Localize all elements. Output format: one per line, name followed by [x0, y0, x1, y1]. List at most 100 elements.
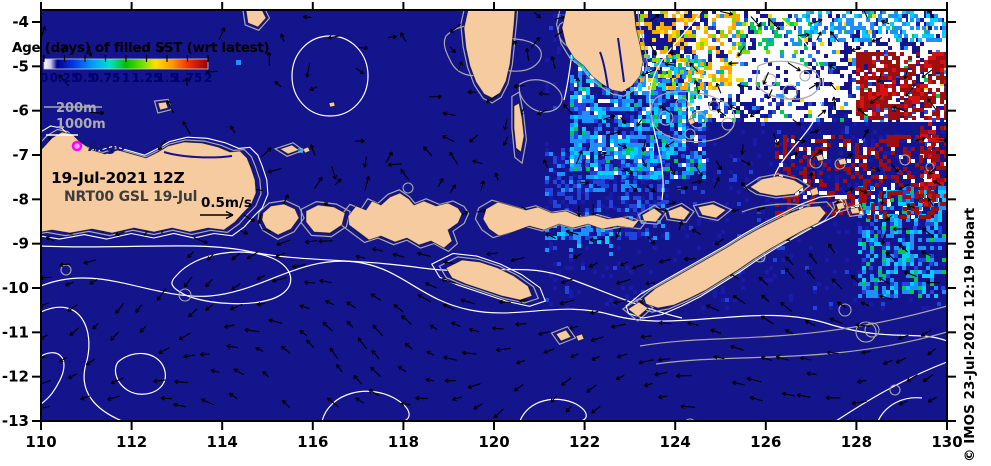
contour-200m-label: 200m	[56, 101, 97, 116]
contour-200m-coastal	[845, 203, 865, 217]
y-tick-label: -11	[2, 323, 29, 341]
island-bali	[261, 203, 300, 236]
y-tick-label: -8	[12, 190, 29, 208]
contour-200m-coastal	[636, 201, 835, 313]
island-plaut	[245, 10, 267, 28]
y-tick-label: -13	[2, 412, 29, 430]
island-leti	[849, 206, 861, 215]
colorbar-tick-label: 2	[204, 71, 212, 85]
contour-200m-coastal	[438, 256, 540, 304]
island-atauro	[809, 186, 820, 197]
x-axis-ticks	[40, 2, 948, 430]
argo-annotation: Argo	[71, 139, 126, 155]
colorbar-tick-label: 0	[40, 71, 48, 85]
argo-float-marker	[71, 140, 83, 152]
contour-200m-ring	[402, 182, 414, 194]
strait-channel	[617, 37, 625, 83]
x-tick-label: 114	[207, 433, 238, 451]
island-wakatobi	[687, 117, 696, 126]
contour-200m-coastal	[550, 325, 577, 346]
x-tick-label: 118	[388, 433, 419, 451]
sst-age-patches-dodger	[88, 10, 947, 298]
sst-age-patches-cyan	[553, 10, 947, 298]
y-tick-label: -5	[12, 57, 29, 75]
contour-200m	[650, 90, 736, 143]
datetime-label: 19-Jul-2021 12Z	[51, 169, 184, 187]
y-tick-label: -7	[12, 146, 29, 164]
island-flores	[482, 201, 642, 237]
contour-1000m-coastal	[625, 195, 846, 319]
sst-age-patches-white	[570, 10, 947, 219]
island-romang	[837, 157, 848, 166]
island-kangean2	[302, 146, 311, 154]
colorbar-tick-label: 0.25	[50, 71, 80, 85]
contour-200m-coastal	[511, 91, 528, 165]
contour-1000m	[835, 361, 947, 421]
y-axis-labels: -4 -5 -6 -7 -8 -9 -10 -11 -12 -13	[2, 13, 29, 430]
contour-1000m	[114, 352, 166, 395]
colorbar-tick-label: 1.5	[156, 71, 177, 85]
strait-channel	[163, 151, 233, 159]
island-ssulawesi	[463, 10, 516, 99]
x-tick-label: 110	[25, 433, 56, 451]
contour-1000m-label: 1000m	[56, 117, 106, 132]
map-plot-area	[41, 10, 947, 421]
figure-title: Age (days) of filled SST (wrt latest)	[12, 40, 270, 56]
contour-1000m	[291, 35, 369, 117]
x-tick-label: 122	[569, 433, 600, 451]
y-tick-label: -4	[12, 13, 29, 31]
contour-200m-ring	[889, 384, 901, 396]
contour-200m-coastal	[340, 189, 470, 253]
x-tick-label: 126	[750, 433, 781, 451]
contour-200m-ring	[721, 117, 735, 131]
land-layer	[41, 10, 861, 342]
contour-1000m	[41, 352, 65, 405]
contour-200m	[755, 60, 821, 100]
x-tick-label: 112	[116, 433, 147, 451]
y-axis-ticks	[32, 21, 956, 422]
contour-200m-ring	[763, 73, 777, 87]
island-sawu	[555, 329, 572, 342]
colorbar-tick-label: 1.75	[173, 71, 203, 85]
island-sumbawa	[347, 192, 463, 249]
contour-1000m	[321, 390, 410, 421]
x-tick-label: 116	[297, 433, 328, 451]
y-tick-label: -9	[12, 235, 29, 253]
contour-200m	[655, 331, 947, 365]
contour-200m-ring	[658, 110, 674, 126]
axes: 110 112 114 116 118 120 122 124 126 128 130 -4-5-6…	[2, 2, 963, 451]
argo-label: Argo	[88, 139, 126, 155]
contour-1000m	[41, 260, 947, 342]
contour-200m-coastal	[300, 200, 351, 238]
island-lembata	[641, 207, 663, 223]
bathymetry-contours-layer	[41, 10, 947, 421]
credit-label: © IMOS 23-Jul-2021 12:19 Hobart	[962, 207, 978, 462]
y-tick-label: -10	[2, 279, 29, 297]
vector-scale: 0.5m/s	[200, 195, 252, 220]
contour-200m-coastal	[663, 202, 695, 223]
x-tick-label: 124	[660, 433, 691, 451]
contour-200m-ring	[675, 97, 689, 111]
island-wetar	[749, 175, 805, 197]
x-tick-label: 120	[478, 433, 509, 451]
contour-200m-ring	[782, 84, 798, 100]
strait-channel	[599, 51, 609, 89]
contour-200m	[518, 79, 563, 113]
island-bawean	[157, 101, 169, 111]
vector-scale-label: 0.5m/s	[201, 195, 252, 211]
contour-200m	[639, 305, 947, 347]
colorbar-tick-label: 0.75	[91, 71, 121, 85]
contour-200m-ring	[864, 322, 880, 338]
contour-200m-coastal	[460, 10, 519, 104]
contour-200m-ring	[799, 70, 811, 82]
contour-200m-ring	[178, 288, 192, 302]
colorbar-ticks	[43, 55, 209, 62]
contour-200m-coastal	[41, 128, 262, 237]
contour-1000m	[171, 251, 292, 305]
y-tick-label: -6	[12, 102, 29, 120]
island-pantar	[667, 205, 691, 221]
x-tick-label: 130	[931, 433, 962, 451]
colorbar-labels: 0 0.250.50.75 1 1.251.51.75 2	[40, 71, 212, 85]
